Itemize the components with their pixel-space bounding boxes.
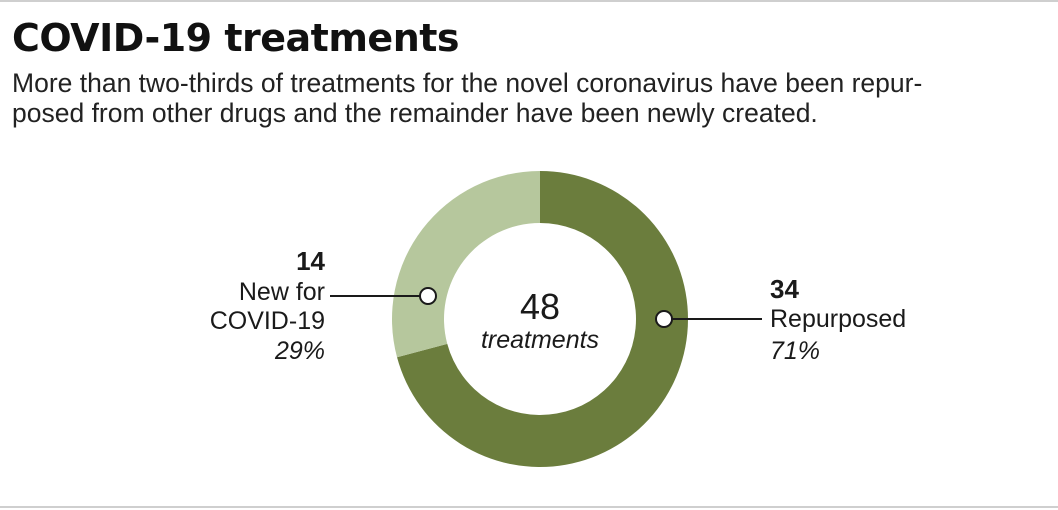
repurposed-slice-percent: 71% <box>770 337 821 365</box>
new-slice-label-line-2: COVID-19 <box>209 307 325 335</box>
center-total-value: 48 <box>519 286 561 327</box>
donut-slices <box>391 170 688 467</box>
subtitle-line-2: posed from other drugs and the remainder… <box>12 98 818 128</box>
new-slice-value: 14 <box>296 246 325 276</box>
chart-title: COVID-19 treatments <box>12 16 460 60</box>
donut-slice-new-for-covid <box>391 170 540 358</box>
bottom-rule <box>0 506 1058 508</box>
donut-slice-repurposed <box>397 171 688 467</box>
leader-marker-new-for-covid <box>419 287 437 305</box>
center-total-label: treatments <box>480 326 600 354</box>
new-slice-percent: 29% <box>274 337 325 365</box>
top-rule <box>0 0 1058 2</box>
repurposed-slice-label: Repurposed <box>770 305 907 333</box>
subtitle-line-1: More than two-thirds of treatments for t… <box>12 68 923 98</box>
leader-lines <box>330 287 762 328</box>
leader-marker-repurposed <box>655 310 673 328</box>
repurposed-slice-value: 34 <box>770 274 799 304</box>
new-slice-label-line-1: New for <box>238 278 325 306</box>
chart-subtitle: More than two-thirds of treatments for t… <box>12 68 1042 128</box>
